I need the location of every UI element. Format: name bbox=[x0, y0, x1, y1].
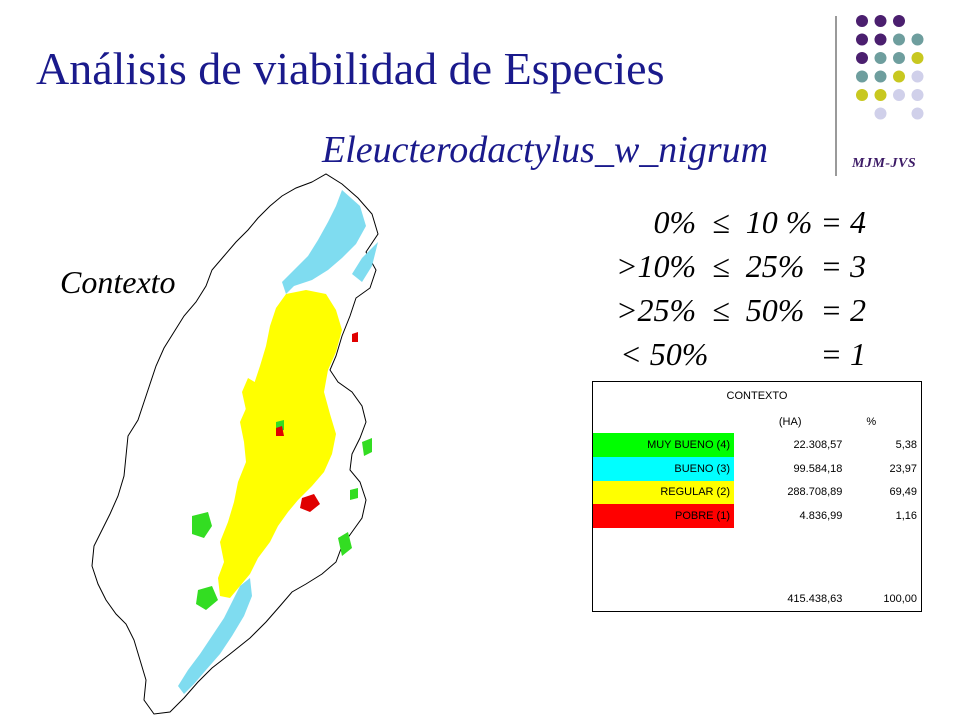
row-ha: 288.708,89 bbox=[787, 486, 843, 499]
decorative-dot bbox=[893, 70, 905, 83]
row-pct: 23,97 bbox=[889, 462, 917, 475]
table-empty-cell bbox=[593, 587, 735, 611]
table-spacer bbox=[593, 528, 922, 588]
decorative-dot bbox=[893, 33, 905, 46]
decorative-dot bbox=[856, 15, 868, 27]
decorative-dot bbox=[874, 107, 887, 120]
total-ha: 415.438,63 bbox=[787, 593, 843, 606]
row-label-bueno: BUENO (3) bbox=[592, 456, 734, 481]
map-zone-muybueno-2 bbox=[196, 586, 218, 610]
decorative-dot bbox=[874, 70, 887, 83]
decorative-dot bbox=[856, 33, 868, 46]
row-label-muy-bueno: MUY BUENO (4) bbox=[592, 433, 734, 457]
decorative-dot bbox=[911, 70, 924, 83]
decorative-dot bbox=[893, 15, 905, 27]
page-title: Análisis de viabilidad de Especies bbox=[36, 43, 665, 94]
map-zone-bueno-east bbox=[352, 242, 378, 282]
table-row: BUENO (3) 99.584,18 23,97 bbox=[592, 456, 922, 481]
rule-line-1: 0% ≤ 10 % = 4 bbox=[653, 204, 866, 240]
decorative-dot bbox=[911, 33, 924, 46]
decorative-dot bbox=[893, 52, 905, 64]
decorative-dot bbox=[874, 52, 887, 64]
species-name: Eleucterodactylus_w_nigrum bbox=[322, 129, 769, 171]
map-zone-muybueno-6 bbox=[350, 488, 358, 500]
author-initials: MJM-JVS bbox=[852, 156, 917, 171]
decorative-dot bbox=[874, 33, 887, 46]
map-zone-pobre-2 bbox=[352, 332, 358, 342]
row-ha: 4.836,99 bbox=[799, 509, 843, 522]
row-pct: 5,38 bbox=[895, 439, 917, 452]
rule-line-3: >25% ≤ 50% = 2 bbox=[615, 292, 866, 328]
map-zone-bueno-north bbox=[282, 190, 366, 294]
decorative-dot bbox=[856, 89, 868, 101]
col-header-pct: % bbox=[866, 415, 877, 428]
table-header: CONTEXTO bbox=[726, 389, 788, 402]
row-pct: 1,16 bbox=[895, 509, 917, 522]
map-zone-bueno-south bbox=[178, 578, 252, 694]
map-zone-regular-west bbox=[242, 378, 258, 410]
row-ha: 99.584,18 bbox=[793, 462, 843, 475]
table-total-row: 415.438,63 100,00 bbox=[593, 587, 922, 611]
decorative-dot bbox=[856, 52, 868, 64]
total-pct: 100,00 bbox=[883, 593, 917, 606]
decorative-dot bbox=[874, 89, 887, 101]
decorative-dot bbox=[874, 15, 887, 27]
table-row: POBRE (1) 4.836,99 1,16 bbox=[592, 504, 922, 528]
context-table: CONTEXTO (HA) % MUY BUENO (4) 22.308,57 … bbox=[592, 381, 922, 612]
decorative-dot bbox=[911, 89, 924, 101]
decorative-dot bbox=[911, 52, 924, 64]
decorative-dot bbox=[893, 89, 905, 101]
row-label-pobre: POBRE (1) bbox=[592, 504, 734, 528]
decorative-dot bbox=[911, 107, 924, 120]
decorative-divider-line bbox=[835, 16, 837, 176]
table-row: REGULAR (2) 288.708,89 69,49 bbox=[592, 480, 922, 505]
map-zone-regular bbox=[218, 290, 342, 598]
rule-line-4: < 50% = 1 bbox=[620, 336, 866, 372]
map-label: Contexto bbox=[60, 264, 176, 300]
rule-line-2: >10% ≤ 25% = 3 bbox=[615, 248, 866, 284]
map-zone-pobre-3 bbox=[276, 426, 284, 436]
map-zone-muybueno-1 bbox=[192, 512, 212, 538]
map-zone-muybueno-4 bbox=[362, 438, 372, 456]
table-empty-cell bbox=[593, 410, 735, 434]
map-zone-muybueno-3 bbox=[338, 532, 352, 556]
decorative-dot bbox=[856, 70, 868, 83]
row-pct: 69,49 bbox=[889, 486, 917, 499]
map-zone-pobre-1 bbox=[300, 494, 320, 512]
row-label-regular: REGULAR (2) bbox=[592, 480, 734, 505]
col-header-ha: (HA) bbox=[778, 415, 802, 428]
context-map bbox=[91, 173, 379, 715]
row-ha: 22.308,57 bbox=[793, 439, 843, 452]
table-row: MUY BUENO (4) 22.308,57 5,38 bbox=[592, 433, 922, 457]
